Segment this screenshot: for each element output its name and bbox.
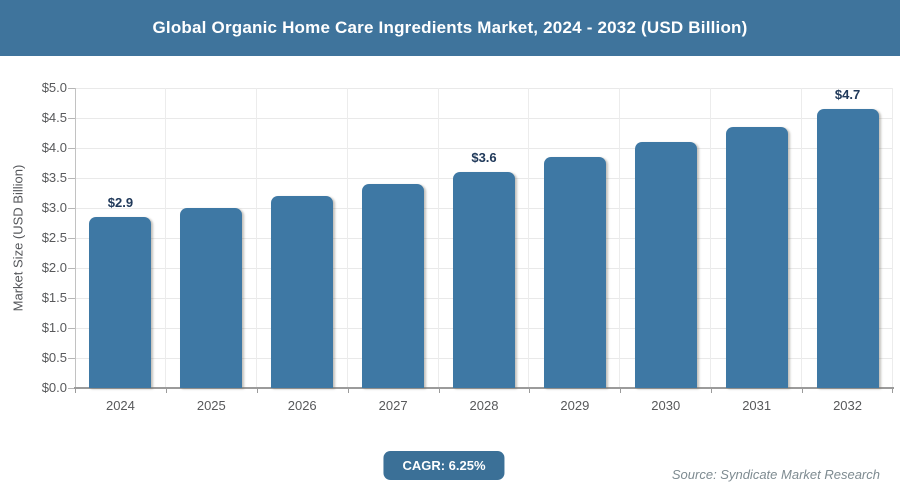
x-tick-mark [711, 388, 713, 393]
x-axis-label: 2027 [378, 398, 408, 413]
y-tick-mark [68, 178, 75, 179]
x-tick-mark [438, 388, 440, 393]
x-tick-mark [620, 388, 622, 393]
gridline-vertical [528, 88, 530, 388]
x-axis-label: 2031 [742, 398, 772, 413]
x-tick-mark [892, 388, 893, 393]
y-tick-label: $4.5 [41, 110, 67, 125]
gridline-horizontal [75, 118, 893, 119]
y-tick-mark [68, 388, 75, 389]
y-tick-mark [68, 118, 75, 119]
bar-2032 [816, 109, 879, 388]
y-tick-label: $0.0 [41, 380, 67, 395]
x-axis-label: 2030 [651, 398, 681, 413]
bar-value-label: $4.7 [834, 87, 861, 102]
source-text: Source: Syndicate Market Research [671, 467, 880, 482]
bar-2027 [362, 184, 425, 388]
x-axis-label: 2032 [833, 398, 862, 413]
bar-value-label: $3.6 [471, 150, 497, 165]
x-axis-label: 2024 [105, 398, 135, 413]
x-tick-mark [529, 388, 531, 393]
gridline-vertical [619, 88, 621, 388]
y-tick-label: $3.5 [41, 170, 67, 185]
gridline-vertical [255, 88, 257, 388]
bar-2025 [180, 208, 243, 388]
y-tick-label: $2.5 [41, 230, 67, 245]
gridline-vertical [892, 88, 893, 388]
bar-value-label: $2.9 [107, 195, 134, 210]
x-axis-label: 2026 [287, 398, 317, 413]
chart-title-bar: Global Organic Home Care Ingredients Mar… [0, 0, 900, 56]
y-tick-label: $2.0 [41, 260, 67, 275]
bar-2026 [271, 196, 334, 388]
bar-2028 [453, 172, 515, 388]
bar-2029 [543, 157, 606, 388]
y-tick-mark [68, 148, 75, 149]
x-axis-label: 2028 [469, 398, 499, 413]
gridline-horizontal [75, 88, 893, 89]
y-axis-line [75, 88, 76, 388]
y-tick-label: $4.0 [41, 140, 67, 155]
gridline-horizontal [75, 148, 893, 149]
y-tick-mark [68, 328, 75, 329]
y-tick-label: $1.0 [41, 320, 67, 335]
cagr-badge: CAGR: 6.25% [383, 451, 505, 480]
plot-area: $5.0 $4.5 $4.0 $3.5 $3.0 $2.5 $2.0 $1.5 $1.0 $0.5… [42, 80, 894, 413]
x-axis-label: 2025 [196, 398, 226, 413]
y-tick-mark [68, 238, 75, 239]
gridline-vertical [437, 88, 439, 388]
y-tick-mark [68, 298, 75, 299]
y-tick-mark [68, 208, 75, 209]
x-tick-mark [75, 388, 76, 393]
y-tick-label: $0.5 [41, 350, 67, 365]
bar-2031 [725, 127, 788, 388]
bar-2030 [634, 142, 697, 388]
y-tick-mark [68, 268, 75, 269]
bar-2024 [89, 217, 152, 388]
x-tick-mark [165, 388, 167, 393]
gridline-vertical [346, 88, 348, 388]
gridline-vertical [164, 88, 166, 388]
y-tick-label: $5.0 [41, 80, 67, 95]
y-tick-label: $1.5 [41, 290, 67, 305]
x-tick-mark [802, 388, 804, 393]
y-tick-mark [68, 358, 75, 359]
x-axis-label: 2029 [560, 398, 590, 413]
gridline-vertical [801, 88, 803, 388]
y-tick-mark [68, 88, 75, 89]
x-axis-line [74, 387, 894, 389]
gridline-vertical [710, 88, 712, 388]
chart-title: Global Organic Home Care Ingredients Mar… [152, 18, 748, 37]
x-tick-mark [256, 388, 258, 393]
x-tick-mark [347, 388, 349, 393]
y-tick-label: $3.0 [41, 200, 67, 215]
